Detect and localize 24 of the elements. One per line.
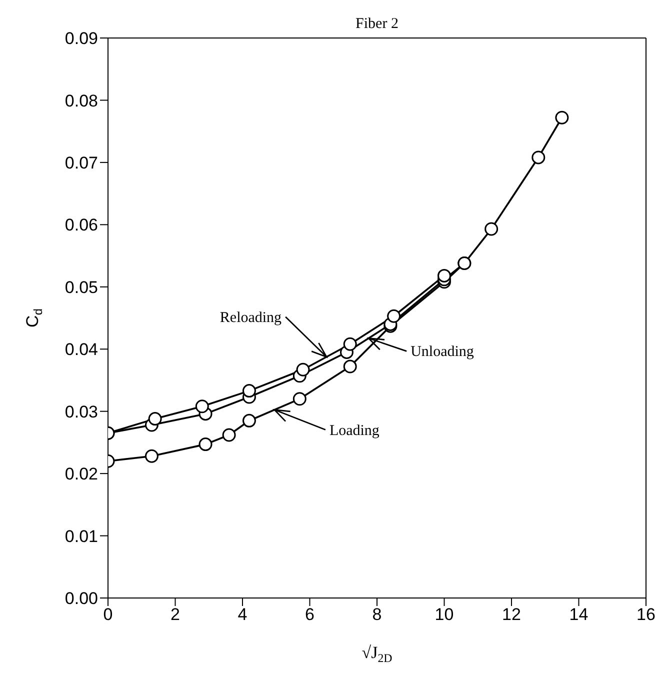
x-axis-title: √J$_{2D}$: [362, 643, 393, 665]
y-tick-label: 0.02: [64, 464, 98, 484]
x-tick-label: 6: [305, 605, 314, 624]
legend-label: Unloading: [410, 344, 474, 360]
text: Reloading: [220, 310, 282, 326]
x-tick-label: 4: [238, 605, 248, 624]
chart-title: Fiber 2: [356, 16, 398, 32]
x-tick-label: 2: [170, 605, 180, 624]
x-tick-label: 16: [636, 605, 656, 624]
text: Loading: [329, 422, 380, 439]
x-tick-label: 12: [502, 605, 521, 624]
y-tick-label: 0.05: [64, 278, 98, 297]
y-tick-label: 0.01: [64, 526, 98, 546]
x-tick-label: 14: [569, 605, 588, 624]
x-tick-label: 10: [434, 605, 454, 624]
y-tick-label: 0.04: [64, 340, 98, 360]
y-tick-label: 0.07: [64, 153, 98, 172]
y-tick-label: 0.06: [64, 216, 98, 235]
y-tick-label: 0.03: [64, 402, 98, 422]
x-tick-label: 8: [372, 605, 382, 624]
y-tick-label: 0.08: [64, 91, 98, 110]
y-tick-label: 0.00: [64, 589, 98, 608]
x-tick-label: 0: [103, 605, 113, 624]
y-tick-label: 0.09: [64, 29, 98, 48]
